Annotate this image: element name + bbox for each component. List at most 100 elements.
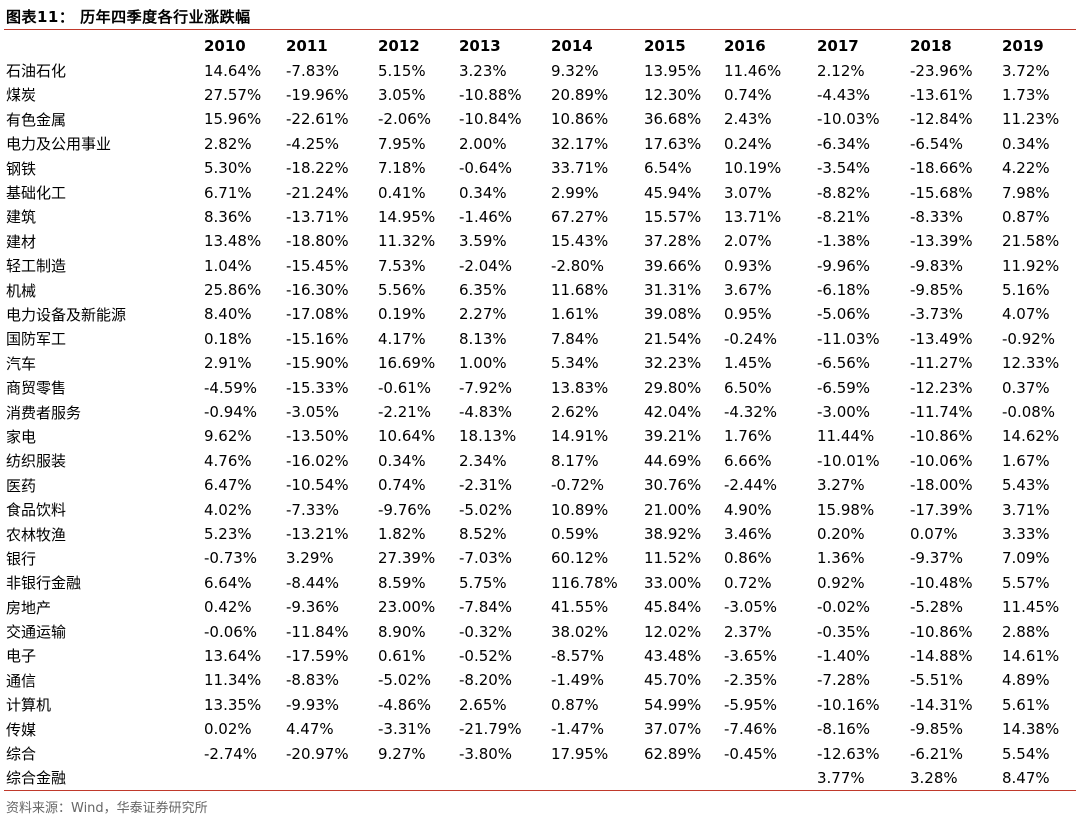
return-cell: -15.68% xyxy=(910,183,973,202)
return-cell: 11.52% xyxy=(644,549,702,568)
table-row: 建筑 8.36% -13.71% 14.95% -1.46% 67.27% 15.57% 13… xyxy=(6,205,1076,229)
table-row: 机械 25.86% -16.30% 5.56% 6.35% 11.68% 31.31% 3.6… xyxy=(6,278,1076,302)
return-cell: 5.34% xyxy=(551,354,599,373)
return-cell: 25.86% xyxy=(204,281,262,300)
return-cell: -9.96% xyxy=(817,256,871,275)
return-cell: 60.12% xyxy=(551,549,609,568)
table-row: 传媒 0.02% 4.47% -3.31% -21.79% -1.47% 37.07% -7.… xyxy=(6,717,1076,741)
return-cell: -10.16% xyxy=(817,695,880,714)
return-cell: 13.83% xyxy=(551,378,609,397)
table-row: 通信 11.34% -8.83% -5.02% -8.20% -1.49% 45.70% -2… xyxy=(6,668,1076,692)
header-year: 2018 xyxy=(910,37,952,56)
industry-name: 商贸零售 xyxy=(6,379,67,398)
return-cell: 21.00% xyxy=(644,500,702,519)
table-row: 综合金融 3.77% 3.28% 8.47% xyxy=(6,766,1076,790)
industry-name: 基础化工 xyxy=(6,184,67,203)
return-cell: -0.24% xyxy=(724,329,778,348)
return-cell: 3.77% xyxy=(817,768,865,787)
header-year: 2011 xyxy=(286,37,328,56)
return-cell: -3.05% xyxy=(286,403,340,422)
return-cell: -9.85% xyxy=(910,281,964,300)
return-cell: 39.08% xyxy=(644,305,702,324)
return-cell: -15.90% xyxy=(286,354,349,373)
return-cell: -7.03% xyxy=(459,549,513,568)
industry-name: 通信 xyxy=(6,671,37,690)
return-cell: 6.71% xyxy=(204,183,252,202)
return-cell: 8.13% xyxy=(459,329,507,348)
return-cell: 0.74% xyxy=(724,85,772,104)
return-cell: -3.00% xyxy=(817,403,871,422)
return-cell: -9.85% xyxy=(910,720,964,739)
return-cell: -0.06% xyxy=(204,622,258,641)
return-cell: -21.79% xyxy=(459,720,522,739)
return-cell: -3.73% xyxy=(910,305,964,324)
return-cell: -0.45% xyxy=(724,744,778,763)
return-cell: -1.40% xyxy=(817,646,871,665)
return-cell: -8.20% xyxy=(459,671,513,690)
return-cell: 43.48% xyxy=(644,646,702,665)
return-cell: 3.33% xyxy=(1002,525,1050,543)
return-cell: -0.73% xyxy=(204,549,258,568)
industry-name: 煤炭 xyxy=(6,86,37,105)
industry-name: 家电 xyxy=(6,427,37,446)
return-cell: 0.72% xyxy=(724,573,772,592)
return-cell: 18.13% xyxy=(459,427,517,446)
return-cell: -2.35% xyxy=(724,671,778,690)
industry-name: 汽车 xyxy=(6,354,37,373)
return-cell: 0.18% xyxy=(204,329,252,348)
return-cell: -1.46% xyxy=(459,207,513,226)
return-cell: 0.20% xyxy=(817,525,865,543)
industry-name: 银行 xyxy=(6,549,37,568)
return-cell: -13.71% xyxy=(286,207,349,226)
return-cell: 10.89% xyxy=(551,500,609,519)
return-cell: 39.21% xyxy=(644,427,702,446)
return-cell: -4.32% xyxy=(724,403,778,422)
return-cell: -13.49% xyxy=(910,329,973,348)
return-cell: -4.83% xyxy=(459,403,513,422)
return-cell: -0.35% xyxy=(817,622,871,641)
table-row: 有色金属 15.96% -22.61% -2.06% -10.84% 10.86% 36.6… xyxy=(6,107,1076,131)
return-cell: 8.90% xyxy=(378,622,426,641)
return-cell: -18.22% xyxy=(286,159,349,178)
return-cell: 7.98% xyxy=(1002,183,1050,202)
return-cell: 15.96% xyxy=(204,110,262,129)
return-cell: -2.44% xyxy=(724,476,778,495)
return-cell: -0.02% xyxy=(817,598,871,617)
return-cell: -13.39% xyxy=(910,232,973,251)
table-row: 医药 6.47% -10.54% 0.74% -2.31% -0.72% 30.76% -2.… xyxy=(6,473,1076,497)
return-cell: -18.00% xyxy=(910,476,973,495)
return-cell: 8.52% xyxy=(459,525,507,543)
return-cell: 8.47% xyxy=(1002,768,1050,787)
return-cell: 0.87% xyxy=(1002,207,1050,226)
return-cell: 67.27% xyxy=(551,207,609,226)
return-cell: 6.64% xyxy=(204,573,252,592)
return-cell: 0.59% xyxy=(551,525,599,543)
return-cell: -5.02% xyxy=(459,500,513,519)
return-cell: 30.76% xyxy=(644,476,702,495)
return-cell: -8.21% xyxy=(817,207,871,226)
table-row: 计算机 13.35% -9.93% -4.86% 2.65% 0.87% 54.99% -5.… xyxy=(6,693,1076,717)
return-cell: -13.50% xyxy=(286,427,349,446)
return-cell: -7.33% xyxy=(286,500,340,519)
return-cell: 11.34% xyxy=(204,671,262,690)
table-row: 电力及公用事业 2.82% -4.25% 7.95% 2.00% 32.17% 17.63%… xyxy=(6,132,1076,156)
return-cell: -7.28% xyxy=(817,671,871,690)
industry-name: 建筑 xyxy=(6,208,37,227)
return-cell: 27.39% xyxy=(378,549,436,568)
return-cell: 0.34% xyxy=(1002,134,1050,153)
return-cell: -12.63% xyxy=(817,744,880,763)
return-cell: -2.74% xyxy=(204,744,258,763)
return-cell: -15.33% xyxy=(286,378,349,397)
return-cell: 42.04% xyxy=(644,403,702,422)
industry-name: 钢铁 xyxy=(6,159,37,178)
return-cell: -23.96% xyxy=(910,61,973,80)
return-cell: 13.48% xyxy=(204,232,262,251)
return-cell: 1.61% xyxy=(551,305,599,324)
return-cell: 15.98% xyxy=(817,500,875,519)
return-cell: 11.44% xyxy=(817,427,875,446)
return-cell: -12.84% xyxy=(910,110,973,129)
return-cell: -0.72% xyxy=(551,476,605,495)
return-cell: 6.47% xyxy=(204,476,252,495)
return-cell: -6.56% xyxy=(817,354,871,373)
return-cell: 2.27% xyxy=(459,305,507,324)
